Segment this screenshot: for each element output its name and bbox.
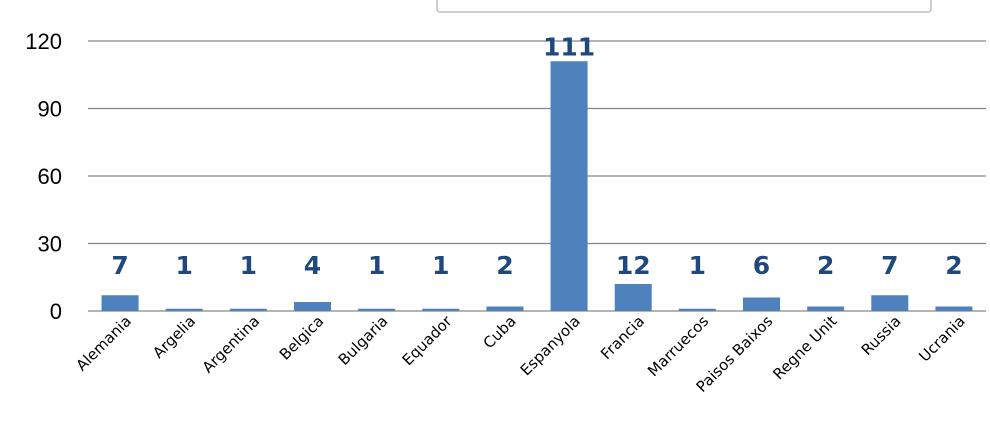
x-tick-label: Bulgaria [335, 312, 392, 369]
data-label: 2 [496, 251, 513, 280]
data-label: 7 [881, 251, 898, 280]
x-tick-label: Belgica [276, 312, 327, 363]
bar [229, 308, 267, 311]
data-label: 1 [240, 251, 257, 280]
bar [294, 302, 331, 311]
bar [486, 306, 524, 311]
legend-box-fragment [436, 0, 932, 13]
y-axis-ticks: 0 30 60 90 120 [25, 29, 62, 324]
y-tick-label: 60 [38, 164, 62, 189]
data-label: 111 [543, 32, 595, 61]
data-label: 4 [304, 251, 321, 280]
x-tick-label: Cuba [480, 312, 520, 352]
bar [358, 308, 396, 311]
y-tick-label: 120 [25, 29, 62, 54]
data-label: 6 [753, 251, 770, 280]
x-tick-label: Marruecos [644, 312, 712, 380]
data-label: 7 [111, 251, 128, 280]
x-tick-label: Alemania [72, 312, 134, 374]
bar [422, 308, 460, 311]
bar [678, 308, 716, 311]
x-tick-label: Espanyola [517, 312, 584, 379]
x-tick-label: Russia [858, 312, 905, 359]
y-tick-label: 90 [38, 97, 62, 122]
bar [743, 297, 780, 311]
bar [550, 61, 588, 311]
x-tick-label: Regne Unit [769, 312, 840, 383]
data-label: 2 [945, 251, 962, 280]
bar [935, 306, 973, 311]
x-tick-label: Ucrania [915, 312, 968, 365]
bar [871, 295, 909, 311]
y-tick-label: 30 [38, 232, 62, 257]
data-label: 1 [368, 251, 385, 280]
bar [165, 308, 203, 311]
y-tick-label: 0 [50, 299, 62, 324]
bar [101, 295, 139, 311]
data-label: 12 [616, 251, 651, 280]
bar [614, 284, 652, 311]
x-tick-label: Francia [597, 312, 648, 363]
x-axis-categories: Alemania Argelia Argentina Belgica Bulgaria E… [72, 312, 968, 396]
x-tick-label: Argelia [149, 312, 199, 362]
x-tick-label: Argentina [199, 312, 263, 376]
data-label: 1 [176, 251, 193, 280]
data-label: 1 [689, 251, 706, 280]
bar [807, 306, 845, 311]
bars [101, 61, 973, 311]
gridlines [88, 40, 986, 312]
data-label: 2 [817, 251, 834, 280]
x-tick-label: Equador [399, 312, 457, 370]
data-label: 1 [432, 251, 449, 280]
